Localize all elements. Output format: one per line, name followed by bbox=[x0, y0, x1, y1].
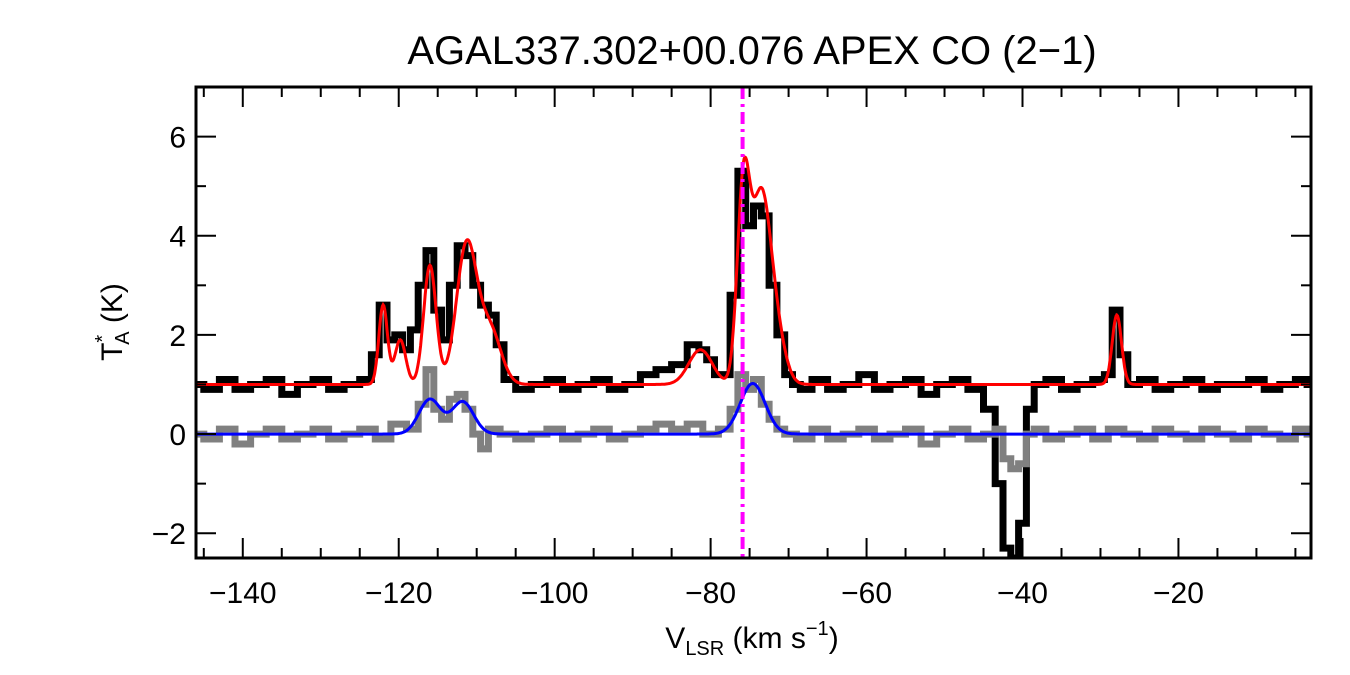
series-spectrum-offset bbox=[196, 167, 1311, 558]
y-axis-label-sup: * bbox=[92, 335, 114, 343]
series-fit-offset bbox=[196, 154, 1311, 386]
x-tick-label: −140 bbox=[209, 577, 277, 610]
y-tick-label: 6 bbox=[169, 122, 186, 155]
x-axis-label-sub: LSR bbox=[685, 638, 724, 660]
x-tick-label: −40 bbox=[997, 577, 1048, 610]
x-tick-label: −20 bbox=[1153, 577, 1204, 610]
y-tick-label: 2 bbox=[169, 320, 186, 353]
x-axis-label-sup: −1 bbox=[806, 618, 829, 640]
x-axis-label-units: (km s bbox=[724, 622, 806, 655]
series-fit bbox=[196, 381, 1311, 436]
x-tick-label: −100 bbox=[521, 577, 589, 610]
x-tick-label: −60 bbox=[841, 577, 892, 610]
plot-area bbox=[196, 87, 1311, 558]
y-axis-label-main: T bbox=[96, 343, 129, 361]
x-tick-label: −120 bbox=[365, 577, 433, 610]
y-tick-label: −2 bbox=[152, 518, 186, 551]
x-axis-label-main: V bbox=[665, 622, 685, 655]
y-tick-label: 0 bbox=[169, 419, 186, 452]
y-axis-label-units: (K) bbox=[96, 283, 129, 331]
chart-title: AGAL337.302+00.076 APEX CO (2−1) bbox=[407, 29, 1096, 73]
y-axis-label: T*A (K) bbox=[92, 283, 134, 361]
x-tick-label: −80 bbox=[685, 577, 736, 610]
plot-frame bbox=[194, 85, 1313, 560]
x-axis-label: VLSR (km s−1) bbox=[665, 618, 838, 660]
y-tick-label: 4 bbox=[169, 221, 186, 254]
y-axis-label-sub: A bbox=[112, 331, 134, 345]
x-axis-label-close: ) bbox=[829, 622, 839, 655]
